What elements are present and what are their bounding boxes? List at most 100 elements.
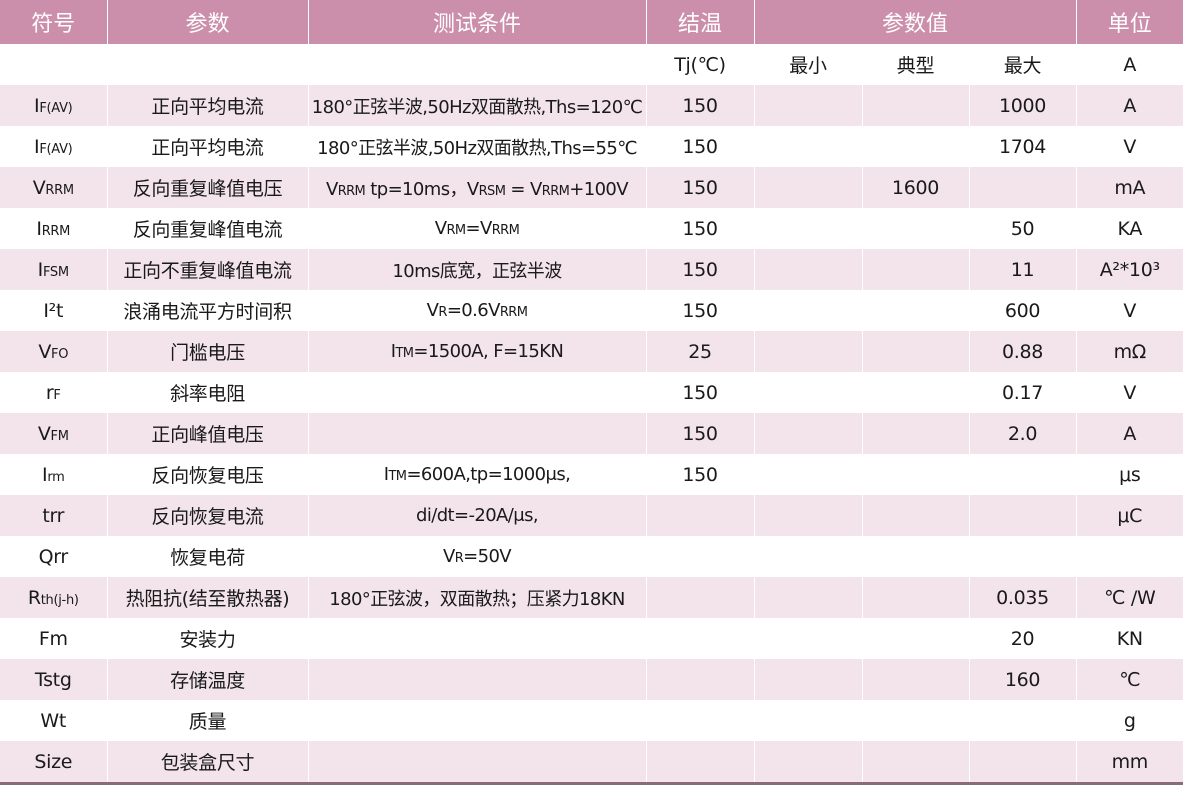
- conditions-cell: ITM=1500A, F=15KN: [308, 331, 646, 372]
- conditions-text: =0.6: [447, 300, 488, 321]
- conditions-cell: [308, 741, 646, 784]
- max-cell: 160: [969, 659, 1076, 700]
- unit-cell: mm: [1076, 741, 1183, 784]
- symbol-subscript: rm: [47, 470, 64, 485]
- conditions-cell: 180°正弦波，双面散热；压紧力18KN: [308, 577, 646, 618]
- conditions-subscript: R: [455, 551, 463, 566]
- unit-cell: ℃: [1076, 659, 1183, 700]
- min-cell: [754, 126, 862, 167]
- max-cell: [969, 536, 1076, 577]
- param-cell: 反向恢复电流: [107, 495, 308, 536]
- conditions-text: V: [435, 218, 447, 239]
- max-cell: 50: [969, 208, 1076, 249]
- typ-cell: [862, 495, 969, 536]
- symbol-subscript: th(j-h): [41, 593, 79, 608]
- min-cell: [754, 372, 862, 413]
- symbol-main: Size: [34, 751, 72, 773]
- conditions-text: V: [488, 300, 500, 321]
- symbol-main: V: [38, 341, 51, 363]
- symbol-subscript: RRM: [45, 183, 73, 198]
- min-cell: [754, 331, 862, 372]
- max-cell: [969, 495, 1076, 536]
- unit-cell: A: [1076, 85, 1183, 126]
- symbol-cell: Wt: [0, 700, 107, 741]
- param-cell: 正向平均电流: [107, 85, 308, 126]
- symbol-main: I²t: [43, 300, 63, 322]
- symbol-main: Qrr: [39, 546, 68, 568]
- conditions-text: =600A,tp=1000μs,: [406, 464, 570, 485]
- param-cell: 斜率电阻: [107, 372, 308, 413]
- conditions-cell: [308, 413, 646, 454]
- param-cell: 反向重复峰值电压: [107, 167, 308, 208]
- tj-cell: 25: [646, 331, 754, 372]
- typ-cell: 1600: [862, 167, 969, 208]
- conditions-text: =1500A, F=15KN: [413, 341, 563, 362]
- conditions-subscript: TM: [388, 469, 406, 484]
- symbol-subscript: FO: [51, 347, 68, 362]
- conditions-text: V: [480, 218, 492, 239]
- unit-cell: A: [1076, 413, 1183, 454]
- typ-cell: [862, 85, 969, 126]
- typ-cell: [862, 659, 969, 700]
- symbol-cell: I²t: [0, 290, 107, 331]
- param-cell: 恢复电荷: [107, 536, 308, 577]
- symbol-cell: Size: [0, 741, 107, 784]
- conditions-cell: 180°正弦半波,50Hz双面散热,Ths=120℃: [308, 85, 646, 126]
- header-row: 符号 参数 测试条件 结温 参数值 单位: [0, 0, 1183, 44]
- param-cell: 门槛电压: [107, 331, 308, 372]
- min-cell: [754, 413, 862, 454]
- header-conditions: 测试条件: [308, 0, 646, 44]
- tj-cell: [646, 659, 754, 700]
- param-cell: 质量: [107, 700, 308, 741]
- max-cell: 0.035: [969, 577, 1076, 618]
- tj-cell: 150: [646, 290, 754, 331]
- typ-cell: [862, 249, 969, 290]
- symbol-cell: IF(AV): [0, 126, 107, 167]
- min-cell: [754, 167, 862, 208]
- table-row: Tstg 存储温度 160 ℃: [0, 659, 1183, 700]
- conditions-text: V: [443, 546, 455, 567]
- typ-cell: [862, 372, 969, 413]
- table-row: Qrr 恢复电荷 VR=50V: [0, 536, 1183, 577]
- unit-cell: mΩ: [1076, 331, 1183, 372]
- subheader-symbol: [0, 44, 107, 85]
- spec-table-body: Tj(℃) 最小 典型 最大 A IF(AV) 正向平均电流 180°正弦半波,50…: [0, 44, 1183, 784]
- max-cell: [969, 454, 1076, 495]
- symbol-subscript: F(AV): [39, 142, 72, 157]
- unit-cell: KN: [1076, 618, 1183, 659]
- typ-cell: [862, 536, 969, 577]
- symbol-main: Wt: [40, 710, 66, 732]
- subheader-conditions: [308, 44, 646, 85]
- conditions-cell: ITM=600A,tp=1000μs,: [308, 454, 646, 495]
- conditions-cell: 10ms底宽，正弦半波: [308, 249, 646, 290]
- max-cell: 0.88: [969, 331, 1076, 372]
- symbol-cell: VRRM: [0, 167, 107, 208]
- conditions-text: V: [530, 179, 542, 200]
- typ-cell: [862, 741, 969, 784]
- min-cell: [754, 208, 862, 249]
- conditions-subscript: RRM: [500, 305, 527, 320]
- param-cell: 热阻抗(结至散热器): [107, 577, 308, 618]
- unit-cell: V: [1076, 372, 1183, 413]
- tj-cell: 150: [646, 167, 754, 208]
- unit-cell: g: [1076, 700, 1183, 741]
- unit-cell: mA: [1076, 167, 1183, 208]
- conditions-cell: di/dt=-20A/μs,: [308, 495, 646, 536]
- typ-cell: [862, 126, 969, 167]
- symbol-subscript: RRM: [42, 224, 70, 239]
- table-row: trr 反向恢复电流 di/dt=-20A/μs, μC: [0, 495, 1183, 536]
- max-cell: [969, 741, 1076, 784]
- table-row: IF(AV) 正向平均电流 180°正弦半波,50Hz双面散热,Ths=55℃ 150…: [0, 126, 1183, 167]
- symbol-main: R: [28, 587, 41, 609]
- typ-cell: [862, 454, 969, 495]
- unit-cell: A²*10³: [1076, 249, 1183, 290]
- conditions-subscript: RM: [446, 223, 465, 238]
- table-row: IFSM 正向不重复峰值电流 10ms底宽，正弦半波 150 11 A²*10³: [0, 249, 1183, 290]
- param-cell: 浪涌电流平方时间积: [107, 290, 308, 331]
- conditions-cell: [308, 618, 646, 659]
- tj-cell: [646, 741, 754, 784]
- subheader-unit: A: [1076, 44, 1183, 85]
- conditions-text: V: [467, 179, 479, 200]
- header-param: 参数: [107, 0, 308, 44]
